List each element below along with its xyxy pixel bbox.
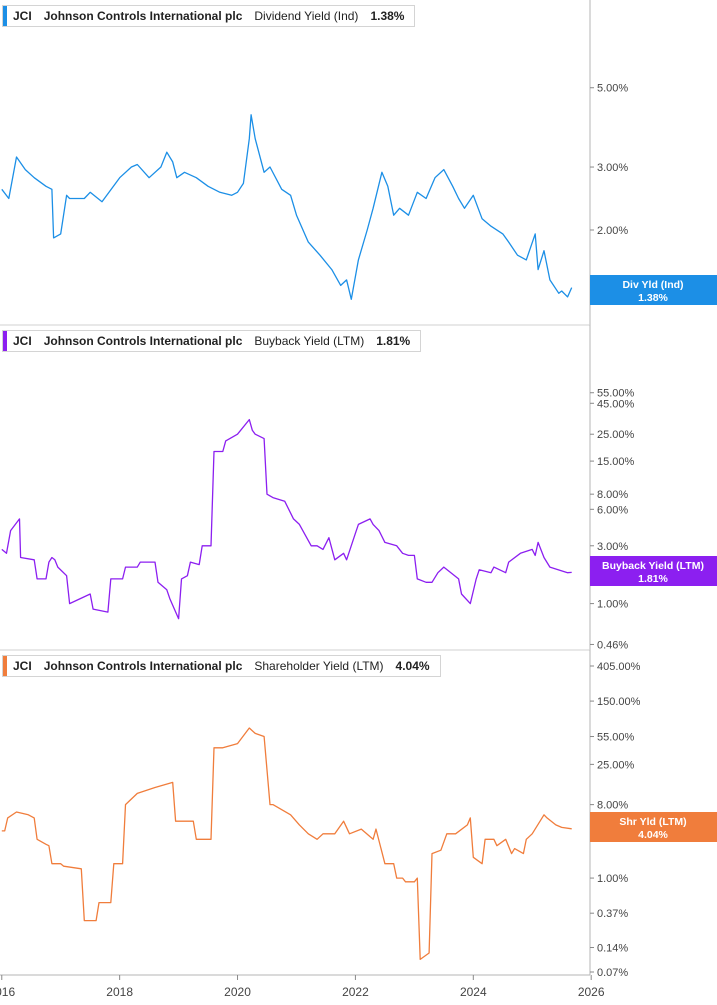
value-tag: Shr Yld (LTM)4.04% [590, 812, 717, 842]
x-tick-label: 2016 [0, 985, 15, 999]
x-tick-label: 2018 [106, 985, 133, 999]
legend-company: Johnson Controls International plc [43, 659, 243, 673]
value-tag-bg [590, 275, 717, 305]
x-tick-label: 2020 [224, 985, 251, 999]
legend-swatch [3, 6, 7, 26]
y-tick-label: 55.00% [597, 732, 635, 744]
y-tick-label: 0.14% [597, 943, 628, 955]
y-tick-label: 0.37% [597, 908, 628, 920]
y-tick-label: 25.00% [597, 759, 635, 771]
y-tick-label: 8.00% [597, 489, 628, 501]
y-tick-label: 0.46% [597, 639, 628, 651]
legend-value: 1.81% [376, 334, 411, 348]
value-tag-label: Buyback Yield (LTM) [602, 560, 704, 572]
legend-company: Johnson Controls International plc [43, 334, 243, 348]
panel-1: 5.00%3.00%2.00%Div Yld (Ind)1.38% [0, 0, 717, 326]
value-tag-label: Div Yld (Ind) [622, 279, 683, 291]
panel-2: 55.00%45.00% 25.00% 15.00% 8.00% 6.00% 3.00% 1… [0, 325, 717, 651]
legend-2[interactable]: JCI Johnson Controls International plc Buy… [2, 330, 422, 352]
y-tick-label: 1.00% [597, 873, 628, 885]
legend-metric: Dividend Yield (Ind) [254, 9, 359, 23]
y-tick-label: 6.00% [597, 504, 628, 516]
value-tag-value: 1.81% [638, 573, 668, 585]
value-tag-bg [590, 812, 717, 842]
series-line [1, 727, 572, 961]
y-tick-label: 55.00% [597, 388, 635, 400]
value-tag: Buyback Yield (LTM)1.81% [590, 556, 717, 586]
value-tag-label: Shr Yld (LTM) [619, 816, 686, 828]
panel-3: 405.00% 150.00% 55.00% 25.00% 8.00% 1.00% 0.37… [1, 650, 717, 979]
legend-ticker: JCI [13, 334, 32, 348]
legend-swatch [3, 656, 7, 676]
legend-metric: Buyback Yield (LTM) [254, 334, 365, 348]
y-tick-label: 3.00% [597, 541, 628, 553]
y-tick-label: 2.00% [597, 225, 628, 237]
series-line [1, 418, 572, 620]
value-tag-bg [590, 556, 717, 586]
value-tag-value: 1.38% [638, 292, 668, 304]
legend-swatch [3, 331, 7, 351]
x-tick-label: 2022 [342, 985, 369, 999]
y-tick-label: 0.07% [597, 967, 628, 979]
legend-value: 1.38% [370, 9, 405, 23]
y-tick-label: 5.00% [597, 83, 628, 95]
y-tick-label: 25.00% [597, 429, 635, 441]
value-tag: Div Yld (Ind)1.38% [590, 275, 717, 305]
value-tag-value: 4.04% [638, 829, 668, 841]
x-tick-label: 2024 [460, 985, 487, 999]
legend-company: Johnson Controls International plc [43, 9, 243, 23]
legend-1[interactable]: JCI Johnson Controls International plc Div… [2, 5, 416, 27]
x-axis: 2016 2018 2020 2022 2024 2026 [0, 974, 605, 999]
legend-ticker: JCI [13, 9, 32, 23]
y-tick-label: 15.00% [597, 456, 635, 468]
series-line [1, 114, 573, 300]
legend-ticker: JCI [13, 659, 32, 673]
legend-value: 4.04% [395, 659, 430, 673]
y-tick-label: 8.00% [597, 800, 628, 812]
y-tick-label: 1.00% [597, 599, 628, 611]
y-tick-label: 3.00% [597, 162, 628, 174]
y-tick-label: 150.00% [597, 696, 641, 708]
x-tick-label: 2026 [578, 985, 605, 999]
y-tick-label: 45.00% [597, 398, 635, 410]
y-tick-label: 405.00% [597, 661, 641, 673]
legend-metric: Shareholder Yield (LTM) [254, 659, 384, 673]
legend-3[interactable]: JCI Johnson Controls International plc Sha… [2, 655, 441, 677]
